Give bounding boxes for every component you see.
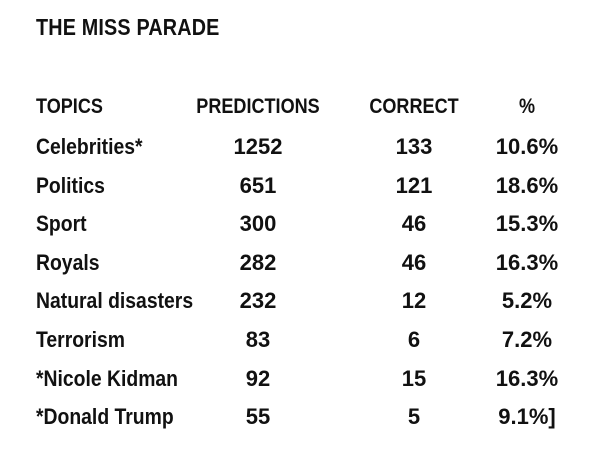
table-cell-correct: 46 bbox=[401, 250, 427, 275]
table-cell-topic: *Donald Trump bbox=[36, 404, 174, 429]
table-title: THE MISS PARADE bbox=[36, 14, 220, 40]
table-cell-percent: 18.6% bbox=[495, 173, 559, 198]
header-topics: TOPICS bbox=[36, 95, 103, 118]
table-cell-topic: Politics bbox=[36, 173, 105, 198]
table-cell-predictions: 232 bbox=[239, 288, 277, 313]
table-cell-correct: 5 bbox=[407, 404, 421, 429]
table-cell-predictions: 55 bbox=[245, 404, 271, 429]
table-cell-percent: 15.3% bbox=[495, 211, 559, 236]
table-cell-percent: 16.3% bbox=[495, 366, 559, 391]
table-cell-predictions: 92 bbox=[245, 366, 271, 391]
table-cell-topic: Sport bbox=[36, 211, 87, 236]
table-cell-topic: Celebrities* bbox=[36, 134, 143, 159]
table-cell-predictions: 300 bbox=[239, 211, 277, 236]
table-cell-percent: 10.6% bbox=[495, 134, 559, 159]
table-cell-topic: Natural disasters bbox=[36, 288, 194, 313]
table-cell-percent: 9.1%] bbox=[498, 404, 556, 429]
table-cell-predictions: 83 bbox=[245, 327, 271, 352]
table-cell-percent: 7.2% bbox=[501, 327, 553, 352]
header-percent: % bbox=[518, 95, 536, 118]
table-cell-percent: 16.3% bbox=[495, 250, 559, 275]
table-cell-topic: *Nicole Kidman bbox=[36, 366, 179, 391]
table-cell-correct: 6 bbox=[407, 327, 421, 352]
table-cell-percent: 5.2% bbox=[501, 288, 553, 313]
table-cell-predictions: 282 bbox=[239, 250, 277, 275]
table-cell-predictions: 1252 bbox=[233, 134, 283, 159]
table-cell-correct: 12 bbox=[401, 288, 427, 313]
table-cell-correct: 133 bbox=[395, 134, 433, 159]
table-cell-correct: 15 bbox=[401, 366, 427, 391]
header-correct: CORRECT bbox=[369, 95, 459, 118]
table-cell-predictions: 651 bbox=[239, 173, 277, 198]
table-cell-correct: 121 bbox=[395, 173, 433, 198]
table-cell-correct: 46 bbox=[401, 211, 427, 236]
table-cell-topic: Terrorism bbox=[36, 327, 125, 352]
header-predictions: PREDICTIONS bbox=[196, 95, 320, 118]
table-cell-topic: Royals bbox=[36, 250, 100, 275]
